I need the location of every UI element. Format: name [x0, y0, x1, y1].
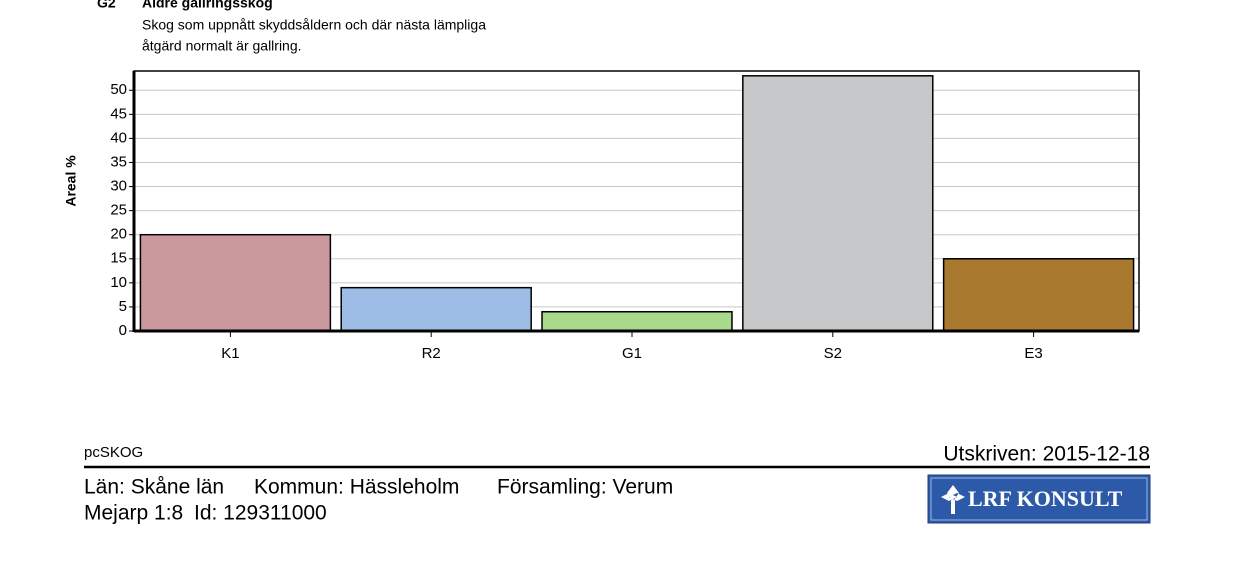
logo-icon [941, 485, 965, 514]
bar [139, 233, 332, 332]
bar [340, 286, 532, 332]
y-tick-label: 15 [110, 250, 127, 267]
x-tick-label: E3 [1024, 345, 1042, 362]
property-id: Id: 129311000 [194, 502, 327, 525]
logo-text: LRF KONSULT [968, 486, 1123, 511]
parish: Församling: Verum [497, 476, 673, 499]
property: Mejarp 1:8 [84, 502, 183, 525]
section-title: Äldre gallringsskog [142, 0, 273, 11]
print-date: Utskriven: 2015-12-18 [943, 443, 1150, 466]
county: Län: Skåne län [84, 476, 224, 499]
x-tick-label: G1 [622, 345, 642, 362]
x-tick-label: R2 [422, 345, 441, 362]
y-tick-label: 25 [110, 202, 127, 219]
program-name: pcSKOG [84, 444, 143, 461]
municipality: Kommun: Hässleholm [254, 476, 459, 499]
bar [742, 75, 934, 332]
y-tick-label: 30 [110, 178, 127, 195]
y-tick-label: 50 [110, 81, 127, 98]
y-tick-label: 10 [110, 274, 127, 291]
logo-border [930, 477, 1148, 521]
y-tick-label: 5 [119, 298, 127, 315]
y-tick-label: 35 [110, 153, 127, 170]
x-tick-label: S2 [824, 345, 842, 362]
bar [942, 258, 1135, 332]
section-code: G2 [97, 0, 116, 11]
logo [927, 474, 1151, 524]
chart: 0 5 10 15 20 25 30 35 40 45 50 K1 R2 G1 S2 E3 [110, 70, 1140, 362]
y-tick-label: 45 [110, 105, 127, 122]
x-tick-label: K1 [221, 345, 239, 362]
y-tick-label: 0 [119, 322, 127, 339]
description: Skog som uppnått skyddsåldern och där nä… [142, 17, 486, 33]
y-tick-label: 40 [110, 129, 127, 146]
description: åtgärd normalt är gallring. [142, 38, 302, 54]
y-tick-label: 20 [110, 226, 127, 243]
bar [541, 310, 733, 332]
y-axis-label: Areal % [63, 155, 79, 207]
